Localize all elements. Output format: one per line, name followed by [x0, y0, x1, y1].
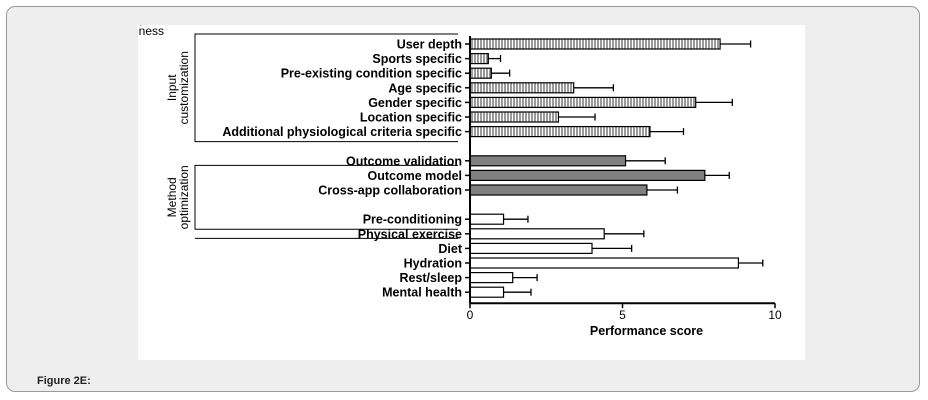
bar [469, 286, 505, 298]
bar [469, 242, 593, 254]
x-tick-label: 10 [768, 308, 782, 322]
figure-image: User depth Sports specific Pre-existing co… [138, 25, 805, 360]
bar [469, 155, 627, 167]
bar-label: Outcome model [368, 169, 462, 183]
bar-label: Sports specific [372, 52, 462, 66]
group-label-line: optimization [177, 165, 191, 229]
x-axis-title: Performance score [590, 324, 703, 338]
bar-label: Rest/sleep [399, 271, 462, 285]
group-bracket [194, 33, 458, 143]
group-label: Outputreadiness [138, 25, 164, 38]
bar-label: User depth [397, 38, 462, 52]
bar [469, 67, 492, 79]
group-label: Inputcustomization [165, 51, 191, 124]
x-tick-label: 5 [619, 308, 626, 322]
bar [469, 82, 575, 94]
group-label: Methodoptimization [165, 165, 191, 229]
bar [469, 96, 697, 109]
figure-caption: Figure 2E: [37, 375, 91, 387]
bar [469, 53, 489, 65]
bar-label: Pre-conditioning [363, 213, 462, 227]
bar-label: Mental health [382, 286, 462, 300]
group-label-line: Output [138, 25, 157, 26]
figure-card: User depth Sports specific Pre-existing co… [6, 6, 920, 392]
bar [469, 38, 721, 50]
bar [469, 272, 514, 284]
bar [469, 228, 605, 240]
bar [469, 213, 505, 225]
group-label-line: Input [165, 74, 179, 101]
bar [469, 257, 739, 269]
bar [469, 169, 706, 181]
bar-label: Age specific [388, 81, 462, 95]
bar [469, 111, 560, 123]
group-label-line: Method [165, 177, 179, 217]
x-tick-label: 0 [467, 308, 474, 322]
bar-label: Gender specific [368, 96, 462, 110]
group-label-line: readiness [138, 25, 164, 38]
bar [469, 184, 648, 196]
bar-label: Additional physiological criteria specif… [222, 125, 462, 139]
bar-label: Diet [438, 242, 462, 256]
group-bracket [194, 164, 458, 230]
bar-label: Cross-app collaboration [318, 184, 462, 198]
bar-label: Outcome validation [346, 154, 462, 168]
bar-label: Physical exercise [358, 227, 462, 241]
bar-label: Pre-existing condition specific [281, 67, 462, 81]
bar-label: Location specific [360, 111, 462, 125]
group-label-line: customization [177, 51, 191, 124]
bar [469, 125, 651, 138]
bar-label: Hydration [404, 257, 462, 271]
